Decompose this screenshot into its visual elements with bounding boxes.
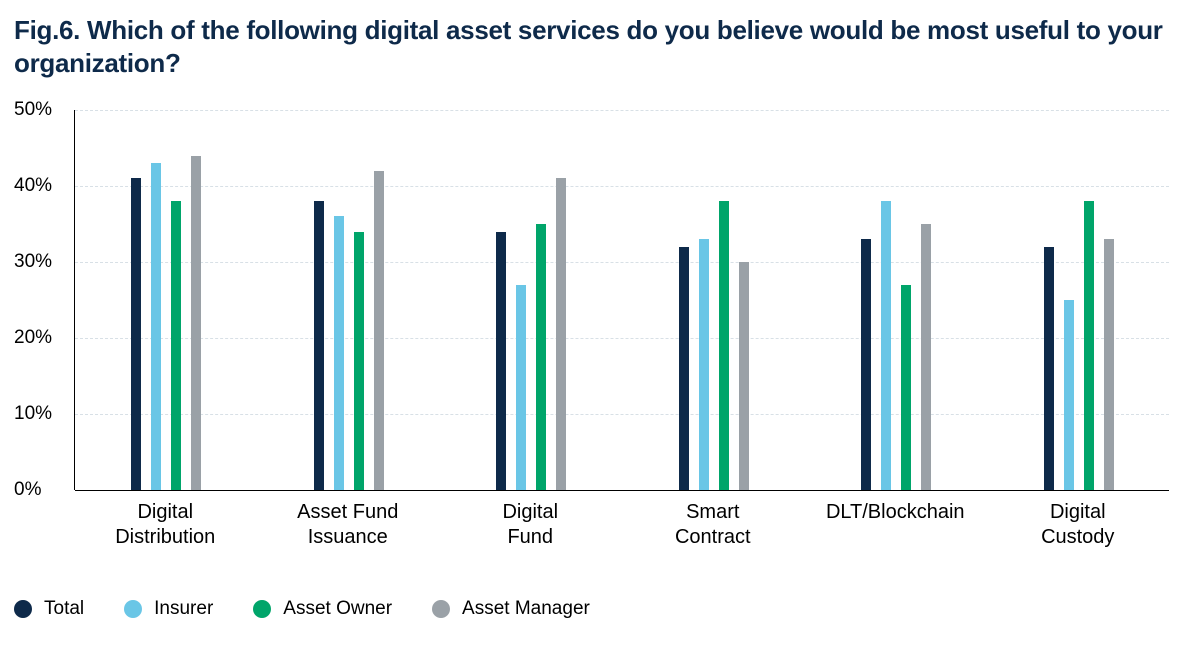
y-tick-label: 20%: [14, 327, 66, 349]
legend-label: Total: [44, 598, 84, 620]
legend-label: Asset Owner: [283, 598, 392, 620]
legend-item: Asset Manager: [432, 598, 590, 620]
x-tick-label: Asset FundIssuance: [257, 500, 440, 550]
gridline: [75, 186, 1169, 187]
x-tick-label: DigitalDistribution: [74, 500, 257, 550]
legend-item: Asset Owner: [253, 598, 392, 620]
bar: [131, 178, 141, 490]
y-tick-label: 0%: [14, 479, 66, 501]
bar: [699, 239, 709, 490]
bar: [536, 224, 546, 490]
legend: Total Insurer Asset Owner Asset Manager: [14, 598, 590, 620]
bar: [171, 201, 181, 490]
x-tick-label: DLT/Blockchain: [804, 500, 987, 525]
chart-area: 0% 10% 20% 30% 40% 50% DigitalDistributionAsse…: [14, 100, 1169, 560]
x-tick-label: DigitalFund: [439, 500, 622, 550]
x-tick-label: SmartContract: [622, 500, 805, 550]
bar: [921, 224, 931, 490]
bar: [516, 285, 526, 490]
legend-item: Insurer: [124, 598, 213, 620]
bar: [334, 216, 344, 490]
bar: [1104, 239, 1114, 490]
bar: [881, 201, 891, 490]
bar: [191, 156, 201, 490]
gridline: [75, 262, 1169, 263]
legend-swatch: [253, 600, 271, 618]
legend-swatch: [124, 600, 142, 618]
bar: [1084, 201, 1094, 490]
bar: [354, 232, 364, 490]
bar: [151, 163, 161, 490]
y-tick-label: 40%: [14, 175, 66, 197]
bar: [861, 239, 871, 490]
legend-label: Insurer: [154, 598, 213, 620]
legend-swatch: [432, 600, 450, 618]
bar: [314, 201, 324, 490]
plot-area: [74, 110, 1169, 490]
legend-swatch: [14, 600, 32, 618]
legend-label: Asset Manager: [462, 598, 590, 620]
bar: [374, 171, 384, 490]
gridline: [75, 414, 1169, 415]
gridline: [75, 490, 1169, 491]
bar: [901, 285, 911, 490]
chart-title: Fig.6. Which of the following digital as…: [14, 14, 1169, 79]
bar: [719, 201, 729, 490]
bar: [679, 247, 689, 490]
x-tick-label: DigitalCustody: [987, 500, 1170, 550]
bar: [1064, 300, 1074, 490]
gridline: [75, 110, 1169, 111]
bar: [1044, 247, 1054, 490]
bar: [496, 232, 506, 490]
y-tick-label: 50%: [14, 99, 66, 121]
bar: [556, 178, 566, 490]
legend-item: Total: [14, 598, 84, 620]
y-tick-label: 10%: [14, 403, 66, 425]
bar: [739, 262, 749, 490]
y-tick-label: 30%: [14, 251, 66, 273]
gridline: [75, 338, 1169, 339]
